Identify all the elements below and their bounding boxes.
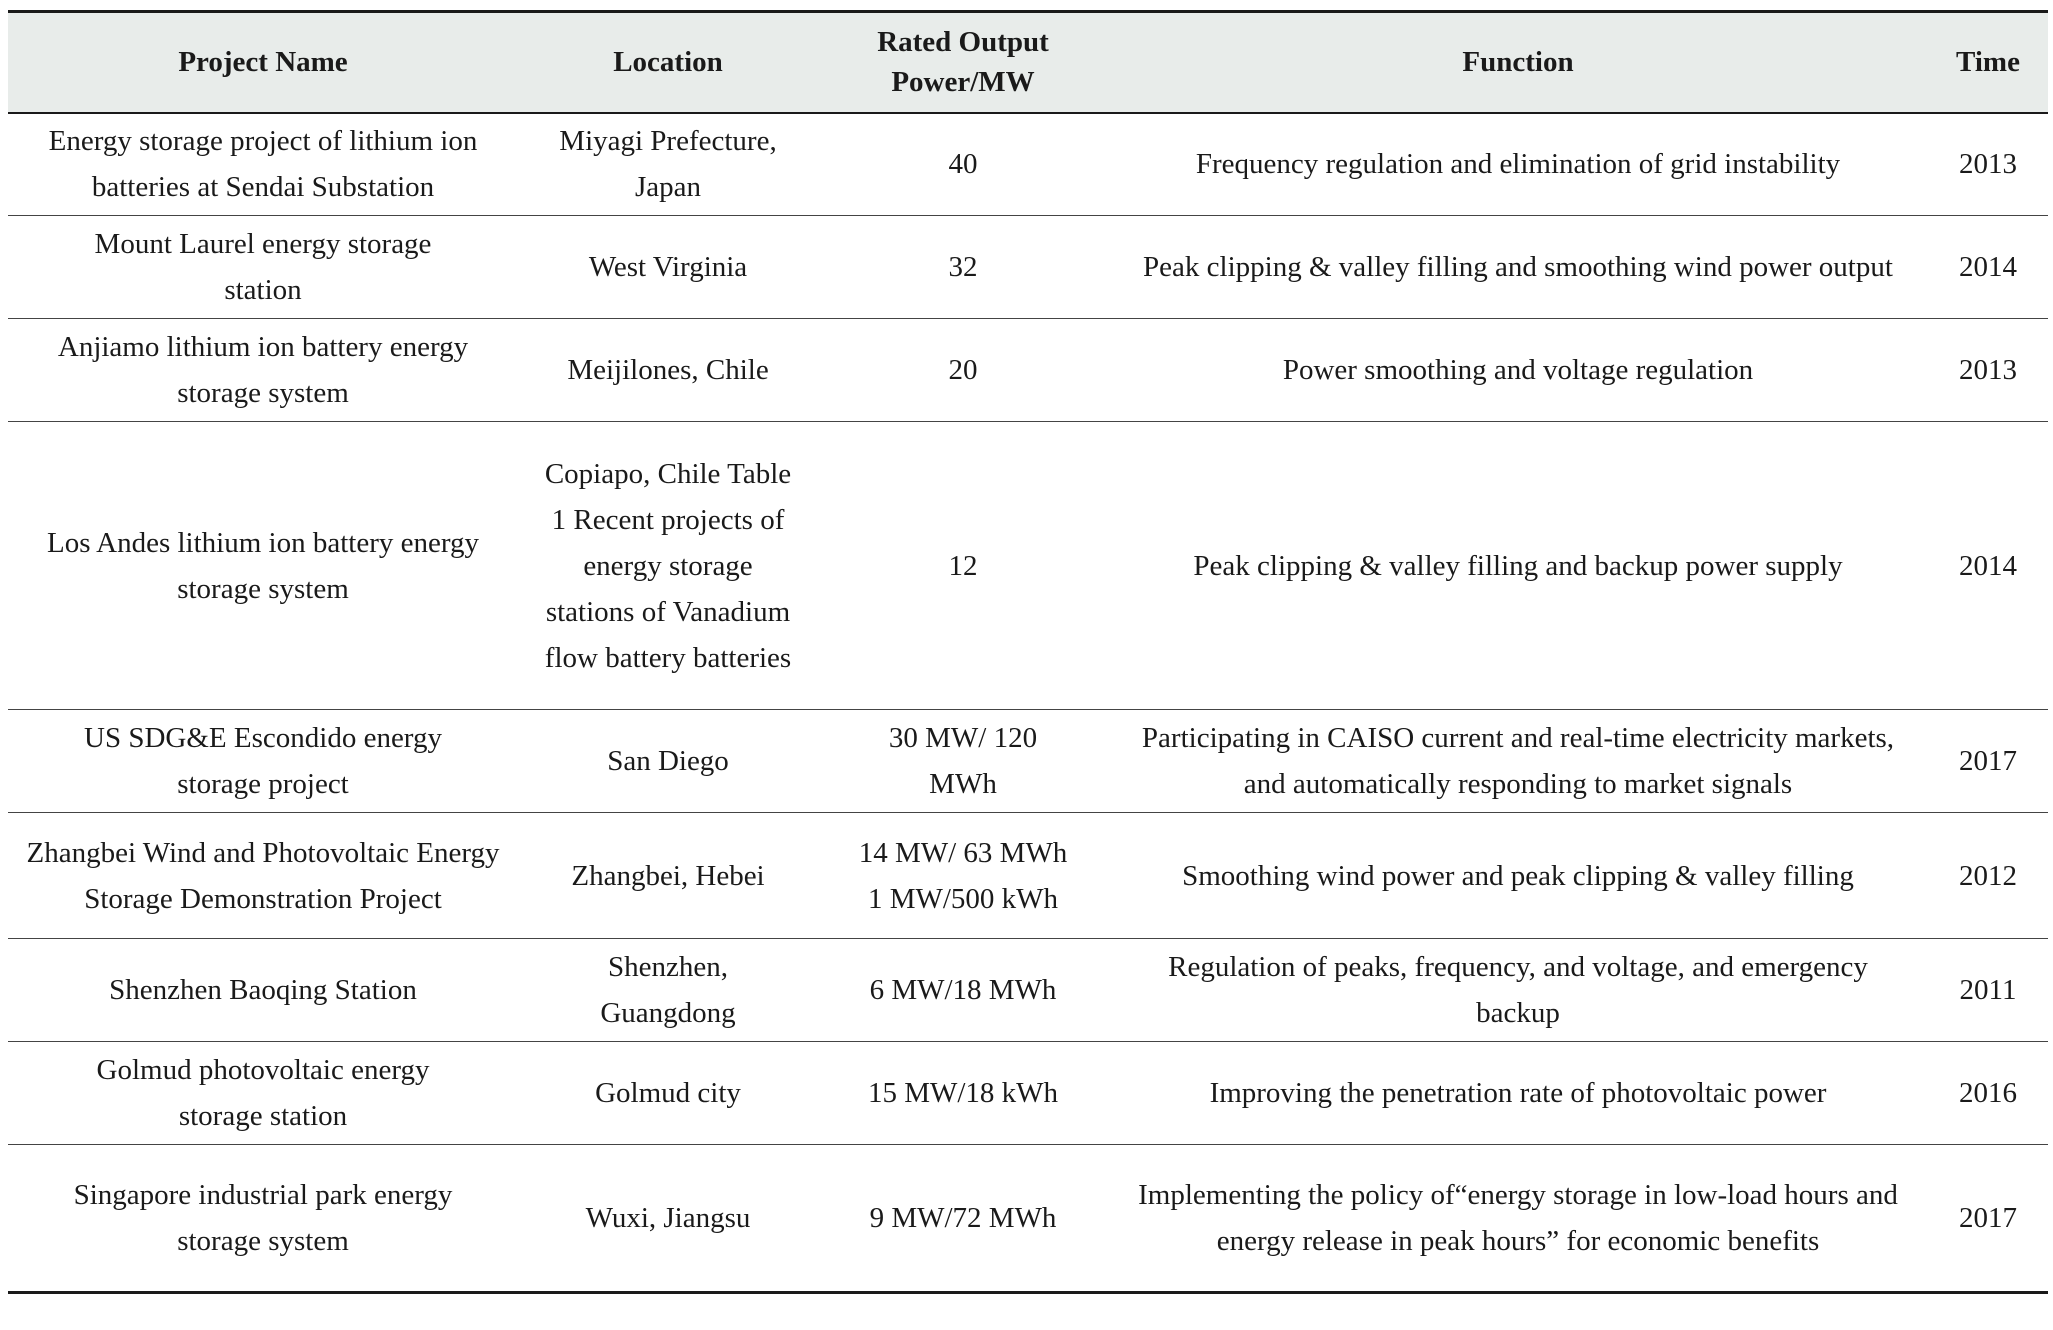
cell-project-name: US SDG&E Escondido energy storage projec…	[84, 722, 442, 800]
cell-time: 2013	[1959, 148, 2017, 181]
cell-time: 2012	[1959, 859, 2017, 892]
cell-function: Implementing the policy of“energy storag…	[1138, 1179, 1898, 1257]
header-location: Location	[613, 46, 723, 79]
cell-rated-output: 6 MW/18 MWh	[869, 974, 1057, 1006]
cell-location: Meijilones, Chile	[567, 354, 769, 386]
table-row: Singapore industrial park energy storage…	[8, 1145, 2048, 1293]
cell-project-name: Mount Laurel energy storage station	[94, 228, 432, 306]
cell-project-name: Golmud photovoltaic energy storage stati…	[96, 1054, 430, 1132]
header-function: Function	[1462, 46, 1574, 79]
table-row: Anjiamo lithium ion battery energy stora…	[8, 319, 2048, 422]
cell-location: West Virginia	[588, 251, 748, 283]
table-row: Los Andes lithium ion battery energy sto…	[8, 422, 2048, 710]
cell-project-name: Singapore industrial park energy storage…	[73, 1179, 453, 1257]
cell-rated-output: 12	[948, 549, 978, 582]
projects-table-container: Project Name Location Rated Output Power…	[8, 10, 2048, 1294]
cell-location: Miyagi Prefecture, Japan	[559, 125, 777, 204]
cell-project-name: Los Andes lithium ion battery energy sto…	[47, 526, 479, 605]
table-row: Golmud photovoltaic energy storage stati…	[8, 1042, 2048, 1145]
cell-location: Zhangbei, Hebei	[571, 859, 765, 892]
cell-time: 2017	[1959, 1202, 2017, 1234]
cell-function: Smoothing wind power and peak clipping &…	[1182, 859, 1854, 892]
cell-rated-output: 32	[948, 251, 978, 283]
header-project-name: Project Name	[178, 46, 348, 79]
table-header: Project Name Location Rated Output Power…	[8, 11, 2048, 113]
cell-function: Improving the penetration rate of photov…	[1209, 1077, 1827, 1109]
cell-function: Peak clipping & valley filling and smoot…	[1143, 251, 1893, 283]
cell-function: Participating in CAISO current and real-…	[1141, 722, 1895, 800]
cell-time: 2014	[1959, 549, 2017, 582]
cell-location: Copiapo, Chile Table 1 Recent projects o…	[544, 457, 792, 674]
table-row: US SDG&E Escondido energy storage projec…	[8, 710, 2048, 813]
cell-rated-output: 30 MW/ 120 MWh	[888, 722, 1038, 800]
cell-function: Frequency regulation and elimination of …	[1195, 148, 1841, 181]
table-row: Shenzhen Baoqing Station Shenzhen, Guang…	[8, 939, 2048, 1042]
cell-rated-output: 40	[948, 148, 978, 181]
cell-rated-output: 15 MW/18 kWh	[867, 1077, 1059, 1109]
cell-project-name: Zhangbei Wind and Photovoltaic Energy St…	[26, 836, 500, 915]
table-row: Zhangbei Wind and Photovoltaic Energy St…	[8, 813, 2048, 939]
cell-project-name: Energy storage project of lithium ion ba…	[48, 125, 478, 204]
cell-location: Wuxi, Jiangsu	[585, 1202, 751, 1234]
cell-time: 2017	[1959, 745, 2017, 777]
cell-location: San Diego	[607, 745, 729, 777]
header-rated-output: Rated Output Power/MW	[877, 26, 1049, 99]
cell-project-name: Anjiamo lithium ion battery energy stora…	[57, 331, 469, 409]
cell-location: Golmud city	[595, 1077, 741, 1109]
cell-project-name: Shenzhen Baoqing Station	[109, 974, 417, 1006]
table-row: Energy storage project of lithium ion ba…	[8, 113, 2048, 216]
cell-rated-output: 14 MW/ 63 MWh 1 MW/500 kWh	[858, 836, 1068, 915]
cell-time: 2014	[1959, 251, 2017, 283]
cell-function: Regulation of peaks, frequency, and volt…	[1168, 951, 1868, 1029]
energy-storage-projects-table: Project Name Location Rated Output Power…	[8, 10, 2048, 1294]
cell-function: Peak clipping & valley filling and backu…	[1193, 549, 1843, 582]
table-row: Mount Laurel energy storage station West…	[8, 216, 2048, 319]
cell-time: 2016	[1959, 1077, 2017, 1109]
cell-time: 2013	[1959, 354, 2017, 386]
cell-function: Power smoothing and voltage regulation	[1282, 354, 1754, 386]
cell-rated-output: 20	[948, 354, 978, 386]
header-time: Time	[1956, 46, 2020, 79]
cell-rated-output: 9 MW/72 MWh	[869, 1202, 1057, 1234]
header-row: Project Name Location Rated Output Power…	[8, 11, 2048, 113]
cell-location: Shenzhen, Guangdong	[600, 951, 736, 1029]
table-body: Energy storage project of lithium ion ba…	[8, 113, 2048, 1293]
cell-time: 2011	[1959, 974, 2017, 1006]
